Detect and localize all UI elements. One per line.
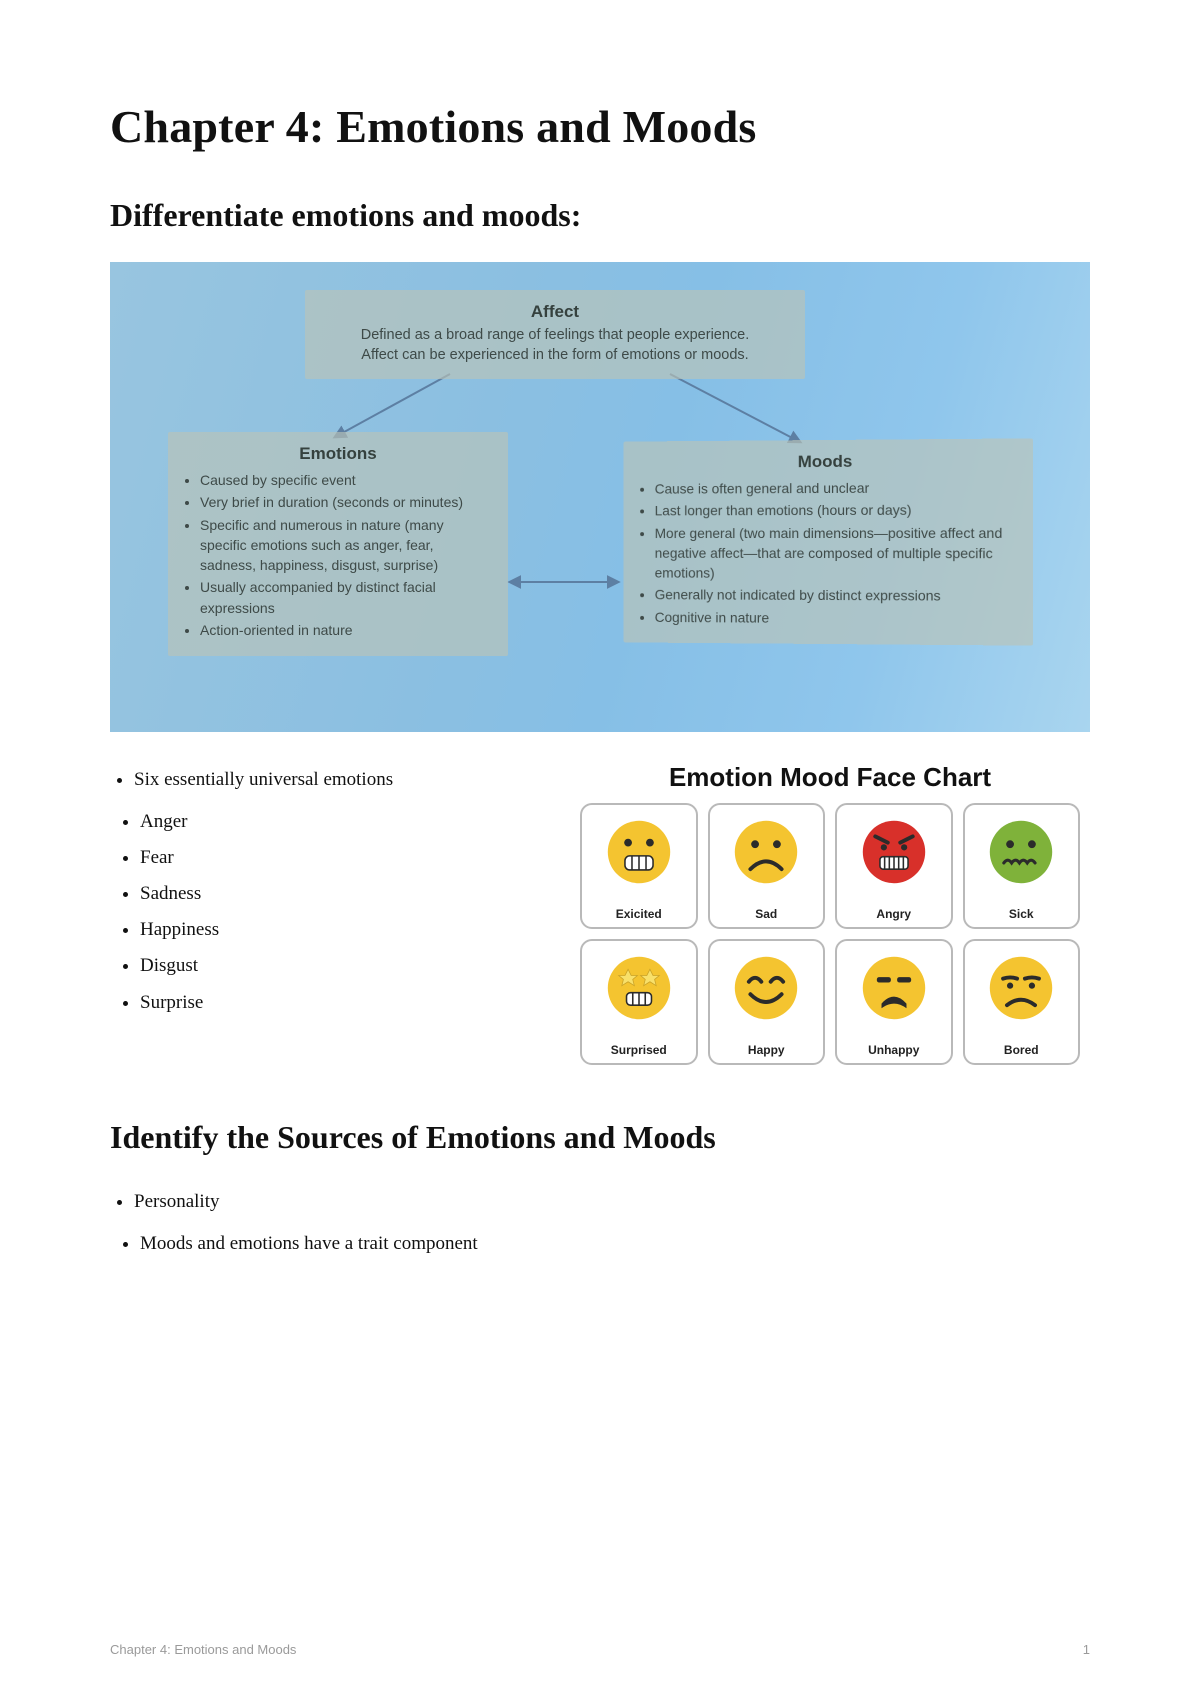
unhappy-face-icon <box>855 949 933 1027</box>
emotions-list: Caused by specific event Very brief in d… <box>186 470 490 640</box>
face-grid: Exicited Sad <box>580 803 1080 1065</box>
emotions-item: Caused by specific event <box>200 470 490 490</box>
angry-face-icon <box>855 813 933 891</box>
face-cell-bored: Bored <box>963 939 1081 1065</box>
affect-card-title: Affect <box>323 302 787 322</box>
surprised-face-icon <box>600 949 678 1027</box>
footer-page-number: 1 <box>1083 1642 1090 1657</box>
emotion-face-chart: Emotion Mood Face Chart Exicited <box>580 762 1080 1065</box>
happy-face-icon <box>727 949 805 1027</box>
face-label: Angry <box>876 907 911 921</box>
universal-emotions-block: Six essentially universal emotions Anger… <box>110 762 550 1021</box>
universal-emotion-item: Anger <box>140 804 550 840</box>
face-label: Bored <box>1004 1043 1039 1057</box>
moods-card-title: Moods <box>641 451 1014 473</box>
universal-emotion-item: Surprise <box>140 985 550 1021</box>
section-differentiate-title: Differentiate emotions and moods: <box>110 197 1090 234</box>
sources-subitem: Moods and emotions have a trait componen… <box>140 1226 1090 1262</box>
universal-emotions-list: Anger Fear Sadness Happiness Disgust Sur… <box>140 804 550 1021</box>
page-footer: Chapter 4: Emotions and Moods 1 <box>110 1642 1090 1657</box>
universal-emotion-item: Happiness <box>140 912 550 948</box>
face-label: Unhappy <box>868 1043 919 1057</box>
universal-emotion-item: Disgust <box>140 948 550 984</box>
face-cell-unhappy: Unhappy <box>835 939 953 1065</box>
sources-item-personality: Personality <box>134 1184 1090 1220</box>
universal-intro: Six essentially universal emotions <box>134 762 550 798</box>
affect-line1: Defined as a broad range of feelings tha… <box>323 326 787 346</box>
document-page: Chapter 4: Emotions and Moods Differenti… <box>0 0 1200 1322</box>
face-cell-sad: Sad <box>708 803 826 929</box>
excited-face-icon <box>600 813 678 891</box>
moods-item: Last longer than emotions (hours or days… <box>655 500 1015 521</box>
face-cell-happy: Happy <box>708 939 826 1065</box>
face-cell-sick: Sick <box>963 803 1081 929</box>
emotions-item: Specific and numerous in nature (many sp… <box>200 515 490 576</box>
face-cell-angry: Angry <box>835 803 953 929</box>
sources-sublist: Moods and emotions have a trait componen… <box>140 1226 1090 1262</box>
face-label: Exicited <box>616 907 662 921</box>
moods-list: Cause is often general and unclear Last … <box>641 477 1014 629</box>
universal-emotion-item: Fear <box>140 840 550 876</box>
emotions-item: Very brief in duration (seconds or minut… <box>200 492 490 512</box>
moods-item: Cause is often general and unclear <box>655 477 1015 499</box>
face-cell-surprised: Surprised <box>580 939 698 1065</box>
universal-and-facechart-row: Six essentially universal emotions Anger… <box>110 762 1090 1065</box>
face-label: Happy <box>748 1043 785 1057</box>
moods-item: More general (two main dimensions—positi… <box>655 522 1015 584</box>
section-sources-title: Identify the Sources of Emotions and Moo… <box>110 1119 1090 1156</box>
universal-emotion-item: Sadness <box>140 876 550 912</box>
emotions-card: Emotions Caused by specific event Very b… <box>168 432 508 656</box>
sick-face-icon <box>982 813 1060 891</box>
face-label: Sad <box>755 907 777 921</box>
face-chart-title: Emotion Mood Face Chart <box>580 762 1080 793</box>
affect-slide-figure: Affect Defined as a broad range of feeli… <box>110 262 1090 732</box>
emotions-item: Action-oriented in nature <box>200 620 490 640</box>
affect-card: Affect Defined as a broad range of feeli… <box>305 290 805 379</box>
face-label: Sick <box>1009 907 1034 921</box>
bored-face-icon <box>982 949 1060 1027</box>
footer-title: Chapter 4: Emotions and Moods <box>110 1642 296 1657</box>
face-cell-excited: Exicited <box>580 803 698 929</box>
moods-item: Generally not indicated by distinct expr… <box>655 585 1015 607</box>
moods-item: Cognitive in nature <box>655 607 1015 629</box>
sources-list: Personality <box>134 1184 1090 1220</box>
moods-card: Moods Cause is often general and unclear… <box>624 438 1033 645</box>
sad-face-icon <box>727 813 805 891</box>
chapter-title: Chapter 4: Emotions and Moods <box>110 100 1090 153</box>
emotions-card-title: Emotions <box>186 444 490 464</box>
affect-line2: Affect can be experienced in the form of… <box>323 346 787 366</box>
emotions-item: Usually accompanied by distinct facial e… <box>200 577 490 618</box>
face-label: Surprised <box>611 1043 667 1057</box>
